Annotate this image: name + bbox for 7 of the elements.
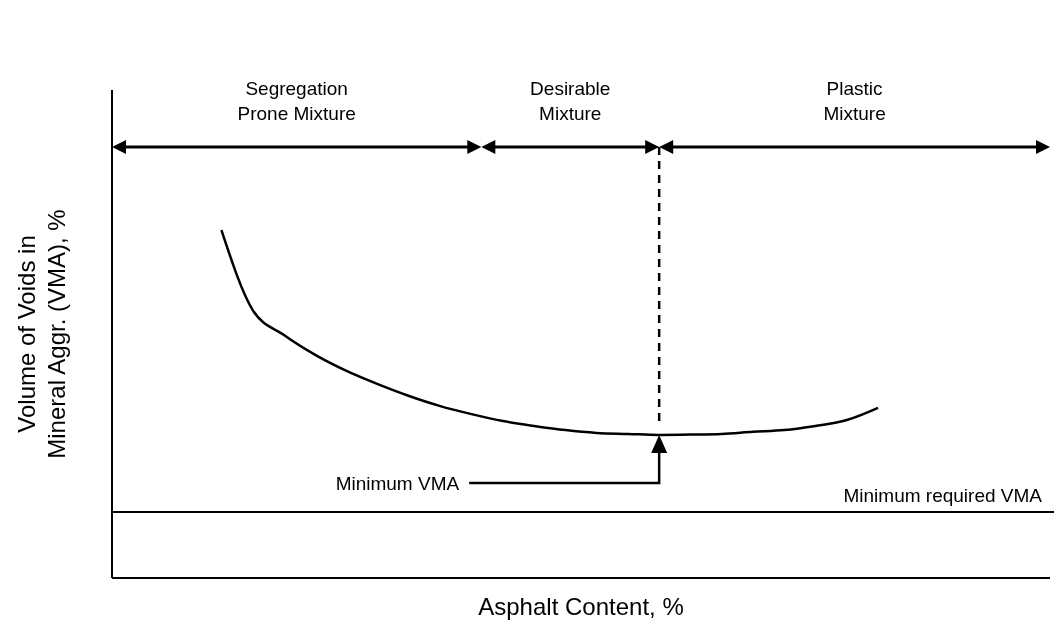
ref-line-label: Minimum required VMA [843, 484, 1043, 506]
text: Segregation Prone Mixture [237, 78, 356, 124]
annotation: Minimum VMA [335, 472, 460, 494]
text: Desirable Mixture [530, 78, 611, 124]
y-axis-title: Volume of Voids in Mineral Aggr. (VMA), % [13, 209, 70, 459]
x-axis-title: Asphalt Content, % [478, 593, 684, 620]
text: Plastic Mixture [823, 78, 886, 124]
